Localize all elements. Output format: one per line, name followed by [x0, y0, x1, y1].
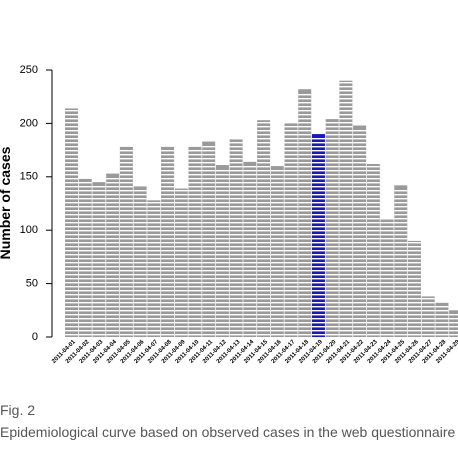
figure-caption: Epidemiological curve based on observed …: [0, 424, 456, 440]
bar: [408, 240, 421, 337]
y-tick-label: 100: [20, 224, 38, 236]
bar: [133, 186, 147, 337]
bar: [421, 296, 435, 337]
bar: [188, 146, 202, 337]
y-tick-label: 250: [20, 64, 38, 76]
bars: [65, 80, 458, 338]
bar: [394, 185, 408, 337]
y-tick-label: 50: [26, 278, 38, 290]
y-axis: 0 50 100 150 200 250: [20, 64, 53, 343]
bar: [339, 80, 353, 338]
epidemic-curve-chart: Number of cases 0 50 100 150 200 250 2011-04-…: [0, 64, 458, 365]
bar: [284, 123, 298, 338]
bar: [311, 134, 325, 337]
bar: [119, 146, 133, 337]
bar: [202, 141, 216, 337]
x-axis-labels: 2011-04-012011-04-022011-04-032011-04-04…: [51, 339, 458, 365]
bar: [353, 125, 367, 337]
bar: [174, 188, 188, 337]
y-tick-label: 200: [20, 117, 38, 129]
figure-label: Fig. 2: [0, 402, 36, 418]
bar: [147, 200, 161, 337]
bar: [161, 146, 175, 337]
bar: [106, 173, 120, 337]
bar: [325, 119, 339, 338]
bar: [78, 178, 92, 337]
bar: [229, 139, 243, 337]
bar: [366, 163, 380, 337]
bar: [449, 310, 458, 337]
bar: [92, 182, 106, 337]
bar: [380, 219, 394, 337]
y-axis-title: Number of cases: [0, 146, 13, 259]
bar: [435, 302, 449, 337]
y-tick-label: 150: [20, 171, 38, 183]
bar: [65, 108, 78, 337]
bar: [257, 120, 271, 337]
bar: [298, 89, 312, 337]
bar: [215, 165, 229, 337]
bar: [270, 166, 284, 337]
bar: [243, 161, 257, 337]
y-tick-label: 0: [32, 331, 38, 343]
